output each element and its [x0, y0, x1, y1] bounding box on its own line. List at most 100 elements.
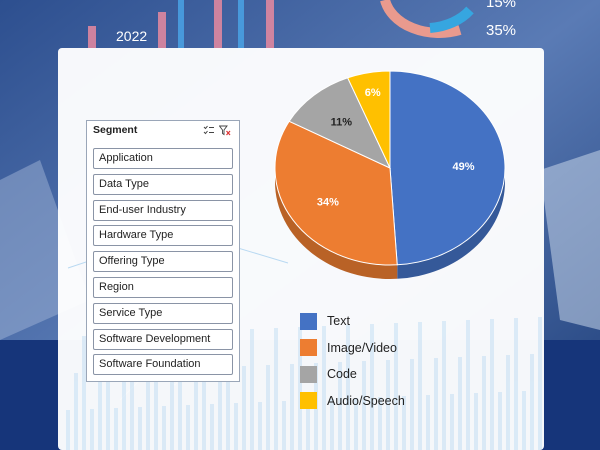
pie-slice-audio-speech[interactable] [346, 70, 391, 169]
decorative-bar [338, 362, 342, 450]
decorative-bar [402, 396, 406, 450]
pie-data-label: 11% [331, 116, 353, 128]
decorative-bar [210, 404, 214, 450]
decorative-bar [482, 356, 486, 450]
decorative-bar [226, 330, 230, 450]
pie-slice-text[interactable] [389, 70, 506, 266]
legend-entry[interactable]: Image/Video [300, 339, 397, 357]
decorative-bar [386, 360, 390, 450]
pie-slice-code[interactable] [288, 77, 392, 170]
decorative-bar [98, 372, 102, 450]
decorative-bar [186, 405, 190, 450]
decorative-bar [474, 393, 478, 450]
decorative-bar [410, 359, 414, 450]
multi-select-icon[interactable] [201, 123, 217, 137]
slicer-item[interactable]: End-user Industry [93, 199, 233, 221]
decorative-bar [370, 324, 374, 450]
slicer-item[interactable]: Offering Type [93, 251, 233, 273]
decorative-bar [242, 366, 246, 450]
decorative-bar [274, 328, 278, 450]
slicer-item[interactable]: Software Development [93, 328, 233, 350]
decorative-bar [538, 317, 542, 450]
pie-data-label: 34% [317, 196, 339, 208]
legend-swatch [300, 312, 317, 330]
decorative-bar [66, 410, 70, 450]
decorative-bar [82, 336, 86, 450]
legend-entry[interactable]: Code [300, 365, 357, 383]
segment-slicer: Segment Application Data Type End-user Ind… [86, 120, 240, 382]
legend-label: Audio/Speech [327, 393, 405, 408]
decorative-bar [266, 365, 270, 450]
background-percent-a: 15% [486, 0, 517, 11]
decorative-bar [434, 358, 438, 450]
decorative-bar [458, 357, 462, 450]
decorative-bar [394, 323, 398, 450]
pie-slice-side [397, 168, 505, 279]
decorative-bar [90, 409, 94, 450]
decorative-bar [530, 354, 534, 450]
decorative-bar [362, 361, 366, 450]
clear-filter-icon[interactable] [217, 123, 233, 137]
decorative-bar [130, 334, 134, 450]
pie-chart: 49% 34% 11% 6% [274, 70, 506, 279]
decorative-bar [138, 407, 142, 450]
decorative-bar [514, 318, 518, 450]
pie-data-label: 6% [365, 87, 381, 99]
decorative-bar [194, 368, 198, 450]
legend-swatch [300, 339, 317, 356]
decorative-bar [498, 392, 502, 450]
slicer-item[interactable]: Region [93, 277, 233, 298]
decorative-bar [154, 333, 158, 450]
decorative-bar [218, 367, 222, 450]
decorative-bar [178, 332, 182, 450]
decorative-bar [234, 403, 238, 450]
slicer-title: Segment [93, 124, 138, 136]
card-background-decoration [66, 247, 542, 450]
decorative-bar [522, 391, 526, 450]
legend-label: Image/Video [327, 340, 397, 355]
decorative-bar [74, 373, 78, 450]
slicer-header: Segment [87, 121, 239, 139]
legend-label: Code [327, 367, 357, 381]
decorative-bar [378, 397, 382, 450]
legend-label: Text [327, 314, 350, 328]
decorative-bar [490, 319, 494, 450]
legend-swatch [300, 365, 317, 383]
pie-data-label: 49% [453, 161, 475, 173]
decorative-bar [250, 329, 254, 450]
decorative-bar [202, 331, 206, 450]
decorative-bar [346, 325, 350, 450]
background-percent-b: 35% [486, 22, 517, 39]
decorative-bar [306, 400, 310, 450]
decorative-bar [114, 408, 118, 450]
slicer-item[interactable]: Hardware Type [93, 225, 233, 247]
decorative-bar [466, 320, 470, 450]
legend-entry[interactable]: Audio/Speech [300, 392, 405, 410]
decorative-bar [322, 326, 326, 450]
legend-entry[interactable]: Text [300, 312, 350, 330]
chart-legend: Text Image/Video Code Audio/Speech [300, 312, 500, 422]
legend-swatch [300, 392, 317, 409]
decorative-bar [298, 327, 302, 450]
slicer-item[interactable]: Service Type [93, 302, 233, 324]
decorative-bar [290, 364, 294, 450]
decorative-bar [122, 371, 126, 450]
decorative-bar [506, 355, 510, 450]
slicer-item[interactable]: Data Type [93, 173, 233, 195]
slicer-item[interactable]: Software Foundation [93, 354, 233, 376]
decorative-bar [106, 335, 110, 450]
pie-slice-side [275, 168, 398, 279]
decorative-bar [162, 406, 166, 450]
decorative-bar [146, 370, 150, 450]
decorative-bar [258, 402, 262, 450]
slicer-item[interactable]: Application [93, 148, 233, 169]
decorative-bar [282, 401, 286, 450]
decorative-bar [450, 394, 454, 450]
decorative-bar [442, 321, 446, 450]
decorative-bar [330, 399, 334, 450]
decorative-bar [418, 322, 422, 450]
decorative-bar [426, 395, 430, 450]
decorative-bar [170, 369, 174, 450]
decorative-bar [354, 398, 358, 450]
year-label: 2022 [116, 28, 148, 44]
